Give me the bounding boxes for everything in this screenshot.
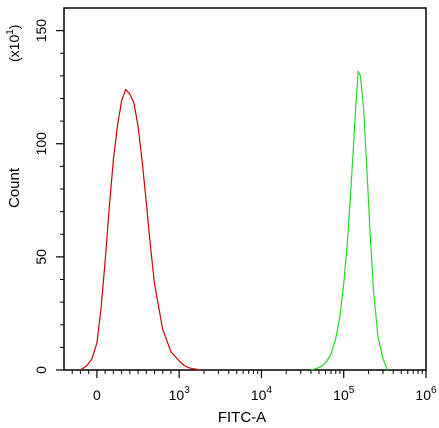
y-tick-label: 100 [33, 132, 49, 156]
x-tick-exponent: 5 [349, 385, 355, 396]
x-tick-label: 105 [333, 385, 355, 403]
x-axis-label: FITC-A [218, 409, 266, 426]
x-tick-exponent: 4 [266, 385, 272, 396]
y-tick-label: 150 [33, 19, 49, 43]
y-tick-label: 0 [33, 366, 49, 374]
y-multiplier-suffix: ) [6, 25, 22, 30]
y-multiplier-exponent: 1 [5, 29, 16, 35]
x-tick-label: 104 [251, 385, 273, 403]
y-multiplier-prefix: (x10 [6, 35, 22, 62]
plot-frame [63, 7, 427, 371]
x-tick-label: 106 [415, 385, 437, 403]
series-line-2 [310, 70, 389, 371]
x-tick-base: 10 [333, 387, 349, 403]
x-tick-exponent: 6 [431, 385, 437, 396]
x-axis: 0 103 104 105 106 [71, 370, 437, 403]
series-traces [80, 70, 389, 371]
y-axis-label: Count [6, 167, 23, 208]
x-tick-base: 10 [169, 387, 185, 403]
y-tick-label: 50 [33, 249, 49, 265]
x-tick-base: 10 [415, 387, 431, 403]
x-tick-label: 103 [169, 385, 191, 403]
x-tick-label: 0 [93, 387, 101, 403]
x-tick-exponent: 3 [184, 385, 190, 396]
y-multiplier-label: (x101) [5, 25, 22, 62]
y-axis: 0 50 100 150 [33, 19, 64, 374]
x-tick-base: 10 [251, 387, 267, 403]
x-tick-base: 0 [93, 387, 101, 403]
series-line-1 [80, 88, 201, 371]
